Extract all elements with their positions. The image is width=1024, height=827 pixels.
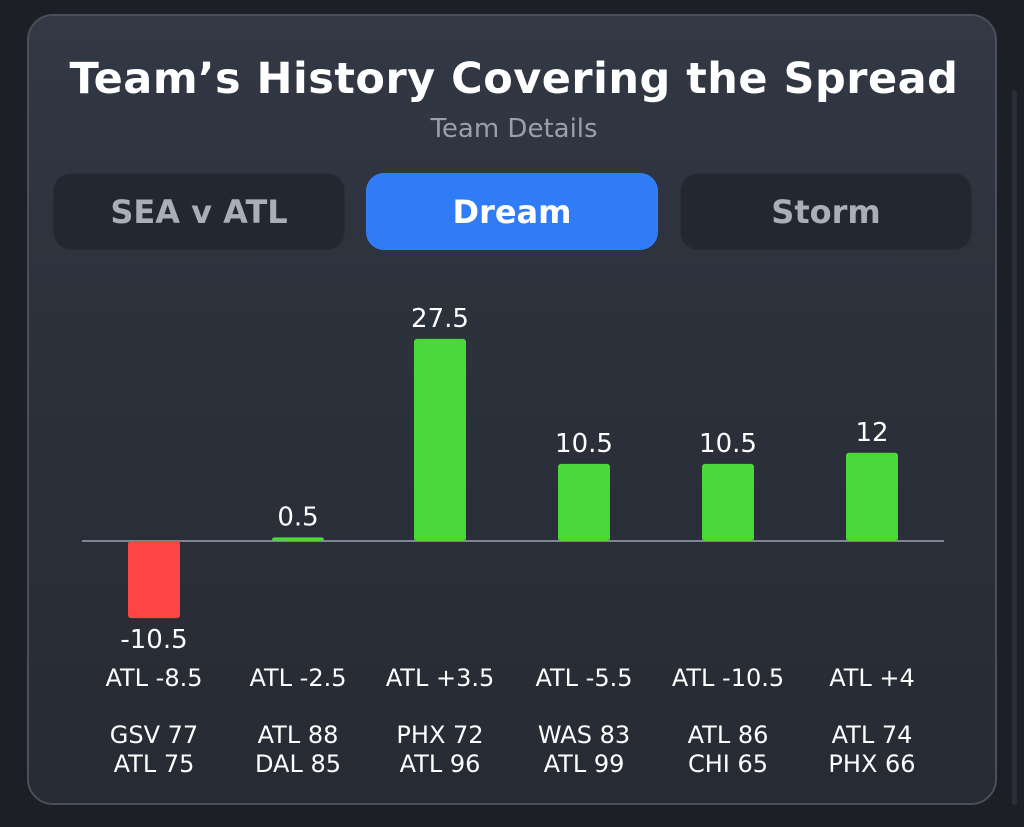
spread-label: ATL -10.5 <box>672 664 784 692</box>
score-line: GSV 77 <box>110 721 198 749</box>
bar-value-label: 27.5 <box>411 304 469 334</box>
bar-value-label: 12 <box>855 418 888 448</box>
spread-label: ATL -2.5 <box>249 664 346 692</box>
bar-value-label: 10.5 <box>555 429 613 459</box>
bar <box>846 452 898 541</box>
bar <box>414 338 466 541</box>
card-subtitle: Team Details <box>430 114 598 144</box>
tab-storm[interactable]: Storm <box>680 173 972 250</box>
spread-label: ATL -8.5 <box>105 664 202 692</box>
bar <box>558 463 610 541</box>
score-line: PHX 66 <box>828 750 915 778</box>
spread-label: ATL +4 <box>829 664 915 692</box>
tab-dream[interactable]: Dream <box>366 173 658 250</box>
score-line: CHI 65 <box>688 750 768 778</box>
spread-label: ATL +3.5 <box>386 664 495 692</box>
score-line: ATL 74 <box>832 721 913 749</box>
score-line: ATL 99 <box>544 750 625 778</box>
bar <box>272 537 324 541</box>
card-title: Team’s History Covering the Spread <box>69 54 959 104</box>
score-line: ATL 75 <box>114 750 195 778</box>
score-line: DAL 85 <box>255 750 341 778</box>
score-line: ATL 86 <box>688 721 769 749</box>
bar <box>702 463 754 541</box>
score-line: PHX 72 <box>396 721 483 749</box>
scrollbar[interactable] <box>1012 90 1017 805</box>
score-line: ATL 88 <box>258 721 339 749</box>
score-line: ATL 96 <box>400 750 481 778</box>
bar-value-label: -10.5 <box>120 625 187 655</box>
bar-value-label: 10.5 <box>699 429 757 459</box>
spread-history-card: Team’s History Covering the Spread Team … <box>27 14 997 805</box>
bar-value-label: 0.5 <box>277 502 318 532</box>
bar <box>128 541 180 619</box>
tab-matchup[interactable]: SEA v ATL <box>53 173 345 250</box>
score-line: WAS 83 <box>538 721 630 749</box>
spread-label: ATL -5.5 <box>535 664 632 692</box>
